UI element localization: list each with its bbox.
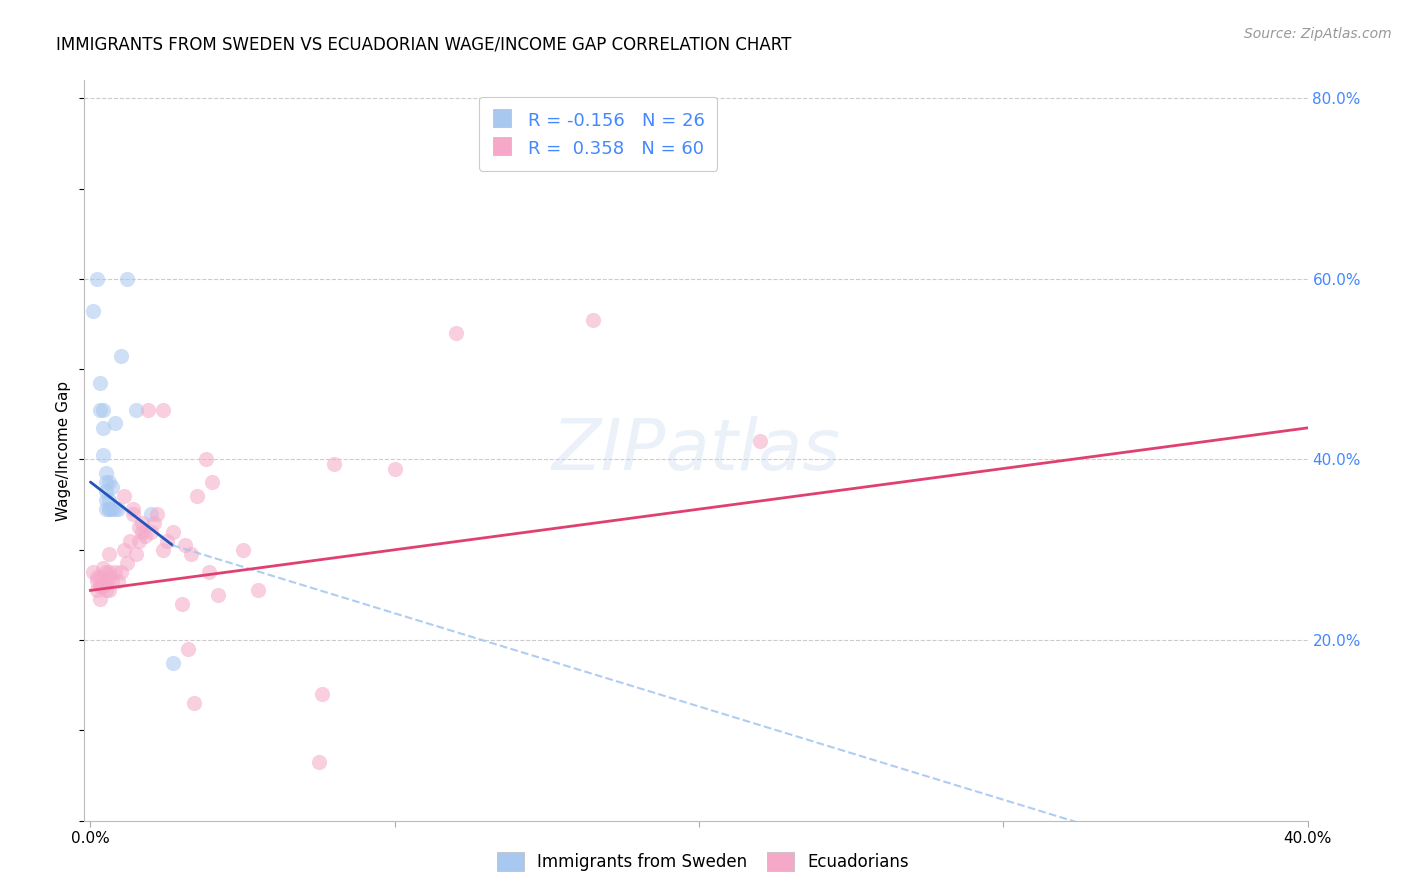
Point <box>201 475 224 489</box>
Point <box>134 529 156 543</box>
Point <box>89 402 111 417</box>
Text: IMMIGRANTS FROM SWEDEN VS ECUADORIAN WAGE/INCOME GAP CORRELATION CHART: IMMIGRANTS FROM SWEDEN VS ECUADORIAN WAG… <box>56 36 792 54</box>
Point <box>91 448 114 462</box>
Point <box>97 570 120 584</box>
Point <box>152 542 174 557</box>
Point <box>91 561 114 575</box>
Point <box>162 656 184 670</box>
Point <box>118 533 141 548</box>
Point <box>104 417 127 431</box>
Point <box>308 755 330 769</box>
Point <box>104 566 127 580</box>
Point <box>581 312 603 326</box>
Point <box>311 687 333 701</box>
Point <box>104 502 127 516</box>
Point <box>131 516 153 530</box>
Point <box>246 583 269 598</box>
Point <box>232 542 254 557</box>
Point <box>173 538 195 552</box>
Point <box>86 574 108 589</box>
Point <box>86 570 108 584</box>
Y-axis label: Wage/Income Gap: Wage/Income Gap <box>56 380 72 521</box>
Point <box>89 579 111 593</box>
Point <box>155 533 177 548</box>
Point <box>180 547 202 561</box>
Point <box>112 489 135 503</box>
Point <box>170 597 193 611</box>
Point <box>444 326 467 340</box>
Point <box>162 524 184 539</box>
Point <box>94 583 117 598</box>
Point <box>89 592 111 607</box>
Point <box>97 583 120 598</box>
Point <box>82 566 104 580</box>
Point <box>195 452 218 467</box>
Point <box>97 547 120 561</box>
Point <box>110 349 132 363</box>
Point <box>91 579 114 593</box>
Point <box>100 502 122 516</box>
Point <box>748 434 770 449</box>
Point <box>125 402 148 417</box>
Point <box>112 542 135 557</box>
Point <box>146 507 169 521</box>
Point <box>100 479 122 493</box>
Point <box>125 547 148 561</box>
Point <box>152 402 174 417</box>
Point <box>128 533 150 548</box>
Point <box>91 402 114 417</box>
Point <box>186 489 208 503</box>
Point <box>198 566 221 580</box>
Point <box>94 484 117 499</box>
Point <box>89 376 111 390</box>
Point <box>97 502 120 516</box>
Point <box>94 466 117 480</box>
Point <box>141 524 163 539</box>
Point <box>136 402 159 417</box>
Point <box>207 588 229 602</box>
Point <box>94 493 117 508</box>
Point <box>107 502 129 516</box>
Point <box>94 574 117 589</box>
Point <box>97 566 120 580</box>
Text: ZIPatlas: ZIPatlas <box>551 416 841 485</box>
Point <box>86 272 108 286</box>
Point <box>100 574 122 589</box>
Point <box>110 566 132 580</box>
Point <box>97 475 120 489</box>
Point <box>122 502 145 516</box>
Point <box>97 493 120 508</box>
Point <box>177 642 200 657</box>
Point <box>322 457 344 471</box>
Point <box>97 502 120 516</box>
Point <box>82 303 104 318</box>
Point <box>115 557 138 571</box>
Point <box>384 461 406 475</box>
Point <box>131 524 153 539</box>
Point <box>94 502 117 516</box>
Point <box>128 520 150 534</box>
Point <box>91 579 114 593</box>
Point <box>94 475 117 489</box>
Legend: Immigrants from Sweden, Ecuadorians: Immigrants from Sweden, Ecuadorians <box>489 843 917 880</box>
Point <box>107 574 129 589</box>
Point <box>141 507 163 521</box>
Point <box>86 583 108 598</box>
Point <box>122 507 145 521</box>
Point <box>94 566 117 580</box>
Point <box>143 516 166 530</box>
Point <box>183 696 205 710</box>
Point <box>91 421 114 435</box>
Text: Source: ZipAtlas.com: Source: ZipAtlas.com <box>1244 27 1392 41</box>
Point <box>115 272 138 286</box>
Point <box>89 570 111 584</box>
Legend: R = -0.156   N = 26, R =  0.358   N = 60: R = -0.156 N = 26, R = 0.358 N = 60 <box>479 96 717 171</box>
